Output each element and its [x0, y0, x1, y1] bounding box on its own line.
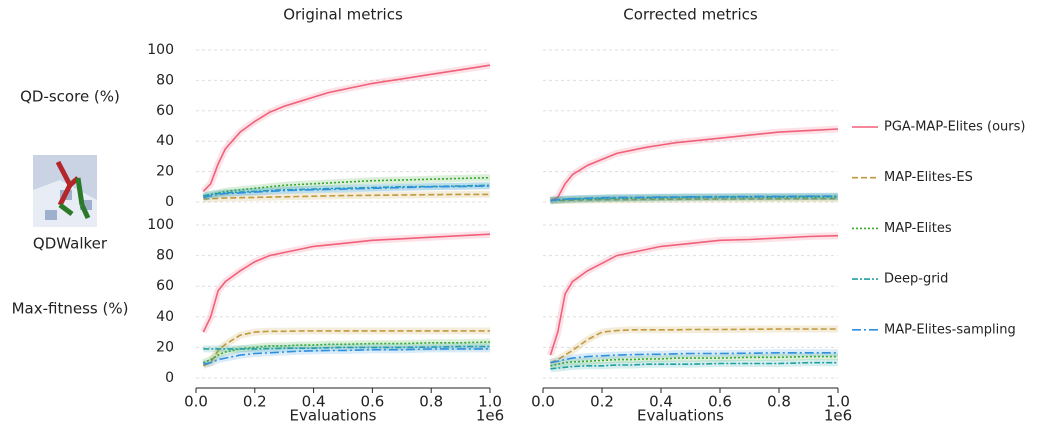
- series-line: [202, 64, 491, 192]
- column-title: Corrected metrics: [623, 6, 758, 24]
- series-line: [202, 330, 490, 367]
- x-offset: 1e6: [824, 407, 852, 425]
- y-tick-label: 60: [156, 103, 174, 119]
- x-tick-label: 0.8: [419, 393, 443, 411]
- x-tick-label: 0.0: [184, 393, 208, 411]
- series-line: [550, 352, 838, 364]
- series-band: [549, 125, 839, 204]
- x-tick-label: 1.0: [826, 393, 850, 411]
- y-tick-label: 100: [147, 42, 174, 58]
- series-line: [550, 361, 838, 370]
- series-line: [549, 234, 839, 356]
- row-label: Max-fitness (%): [12, 300, 129, 318]
- legend-label: PGA-MAP-Elites (ours): [884, 120, 1025, 135]
- x-label: Evaluations: [290, 407, 377, 425]
- legend-label: MAP-Elites: [884, 221, 952, 236]
- y-tick-label: 40: [156, 133, 174, 149]
- env-icon: [33, 155, 97, 227]
- x-tick-label: 0.2: [243, 393, 267, 411]
- legend-label: Deep-grid: [884, 272, 948, 287]
- x-offset: 1e6: [476, 407, 504, 425]
- series-line: [203, 193, 490, 200]
- row-label: QD-score (%): [20, 88, 120, 106]
- y-tick-label: 80: [156, 248, 174, 264]
- x-tick-label: 0.4: [302, 393, 326, 411]
- series-line: [550, 197, 838, 202]
- series-line: [203, 345, 490, 350]
- series-line: [202, 176, 491, 199]
- env-label: QDWalker: [33, 235, 108, 253]
- series-line: [203, 185, 491, 199]
- series-line: [202, 233, 491, 333]
- x-tick-label: 0.8: [767, 393, 791, 411]
- y-tick-label: 60: [156, 278, 174, 294]
- x-tick-label: 0.6: [360, 393, 384, 411]
- series-line: [550, 355, 838, 367]
- y-tick-label: 80: [156, 72, 174, 88]
- legend-label: MAP-Elites-sampling: [884, 322, 1016, 337]
- series-line: [550, 195, 839, 202]
- y-tick-label: 100: [147, 217, 174, 233]
- series-line: [202, 341, 491, 364]
- y-tick-label: 0: [165, 194, 174, 210]
- x-tick-label: 0.0: [531, 393, 555, 411]
- legend-label: MAP-Elites-ES: [884, 170, 973, 185]
- y-tick-label: 20: [156, 339, 174, 355]
- y-tick-label: 40: [156, 309, 174, 325]
- column-title: Original metrics: [283, 6, 403, 24]
- series-band: [200, 230, 491, 334]
- x-label: Evaluations: [637, 407, 724, 425]
- y-tick-label: 0: [165, 370, 174, 386]
- x-tick-label: 0.6: [708, 393, 732, 411]
- series-line: [203, 348, 490, 365]
- x-tick-label: 0.4: [649, 393, 673, 411]
- y-tick-label: 20: [156, 164, 174, 180]
- series-line: [550, 328, 838, 364]
- x-tick-label: 0.2: [590, 393, 614, 411]
- x-tick-label: 1.0: [478, 393, 502, 411]
- series-line: [550, 128, 839, 202]
